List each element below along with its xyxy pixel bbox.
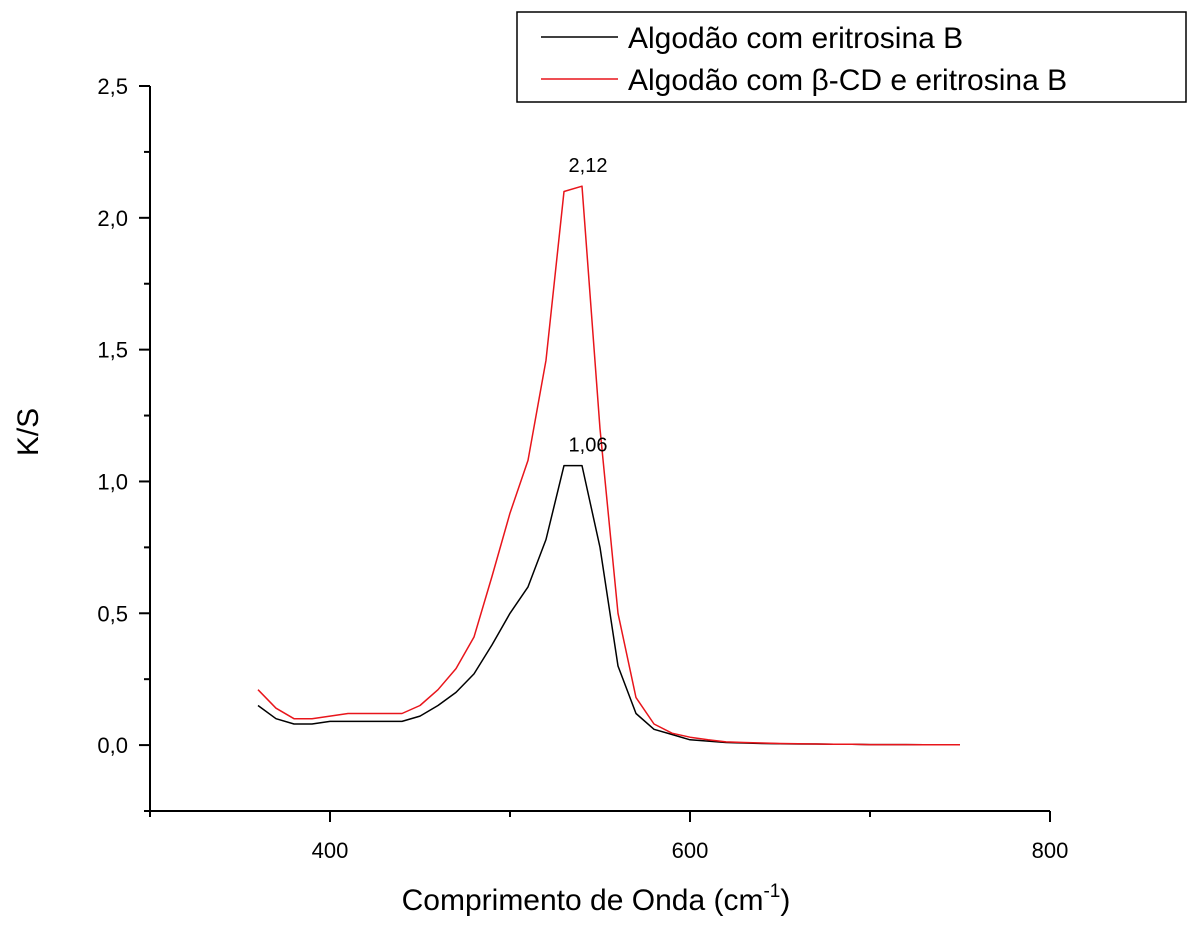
y-tick-label: 1,5 <box>97 338 128 363</box>
x-axis: 400 600 800 <box>149 810 1069 863</box>
legend-box <box>516 11 1187 103</box>
x-tick-label: 800 <box>1032 838 1069 863</box>
y-tick-label: 0,0 <box>97 733 128 758</box>
y-tick-label: 2,5 <box>97 74 128 99</box>
y-tick-label: 0,5 <box>97 601 128 626</box>
series-line-0 <box>257 464 960 746</box>
legend: Algodão com eritrosina B Algodão com β-C… <box>516 11 1187 103</box>
y-axis-title: K/S <box>12 408 45 456</box>
y-tick-label: 1,0 <box>97 469 128 494</box>
peak-annotation-0: 2,12 <box>569 155 608 177</box>
x-axis-title-close: ) <box>780 884 790 917</box>
x-tick-label: 400 <box>312 838 349 863</box>
legend-label-series-0: Algodão com eritrosina B <box>628 22 963 55</box>
series-line-1 <box>257 185 960 746</box>
y-axis: 0,0 0,5 1,0 1,5 2,0 2,5 <box>97 74 151 812</box>
x-axis-title-main: Comprimento de Onda (cm <box>402 884 764 917</box>
series-layer <box>257 185 960 746</box>
legend-label-series-1: Algodão com β-CD e eritrosina B <box>628 64 1067 97</box>
y-tick-label: 2,0 <box>97 206 128 231</box>
x-axis-title: Comprimento de Onda (cm-1) <box>402 881 791 917</box>
x-tick-label: 600 <box>672 838 709 863</box>
annotation-layer: 2,12 1,06 <box>569 155 608 456</box>
peak-annotation-1: 1,06 <box>569 435 608 457</box>
x-axis-title-superscript: -1 <box>763 881 780 902</box>
